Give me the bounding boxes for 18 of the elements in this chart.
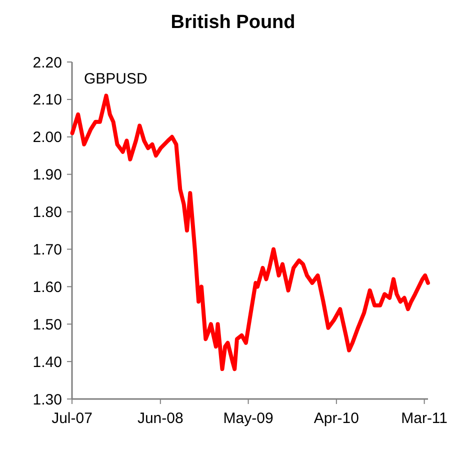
x-tick-label: Jun-08 — [137, 410, 184, 427]
chart-title: British Pound — [170, 12, 296, 33]
y-tick-label: 2.20 — [32, 54, 62, 72]
series-label: GBPUSD — [84, 70, 148, 88]
y-tick-label: 1.50 — [32, 316, 62, 334]
line-series — [70, 94, 430, 372]
x-tick-label: Mar-11 — [401, 410, 448, 427]
x-tick-label: Jul-07 — [52, 410, 92, 427]
y-tick-label: 2.10 — [32, 92, 62, 109]
y-tick-label: 1.70 — [32, 241, 62, 258]
y-tick-label: 1.60 — [32, 278, 62, 296]
y-tick-label: 1.80 — [32, 204, 62, 222]
y-tick-label: 2.00 — [32, 129, 62, 146]
x-tick-label: Apr-10 — [314, 410, 359, 427]
x-tick-label: May-09 — [223, 410, 274, 427]
y-tick-label: 1.90 — [32, 166, 62, 184]
y-tick-label: 1.30 — [32, 391, 62, 408]
y-tick-label: 1.40 — [32, 354, 62, 371]
